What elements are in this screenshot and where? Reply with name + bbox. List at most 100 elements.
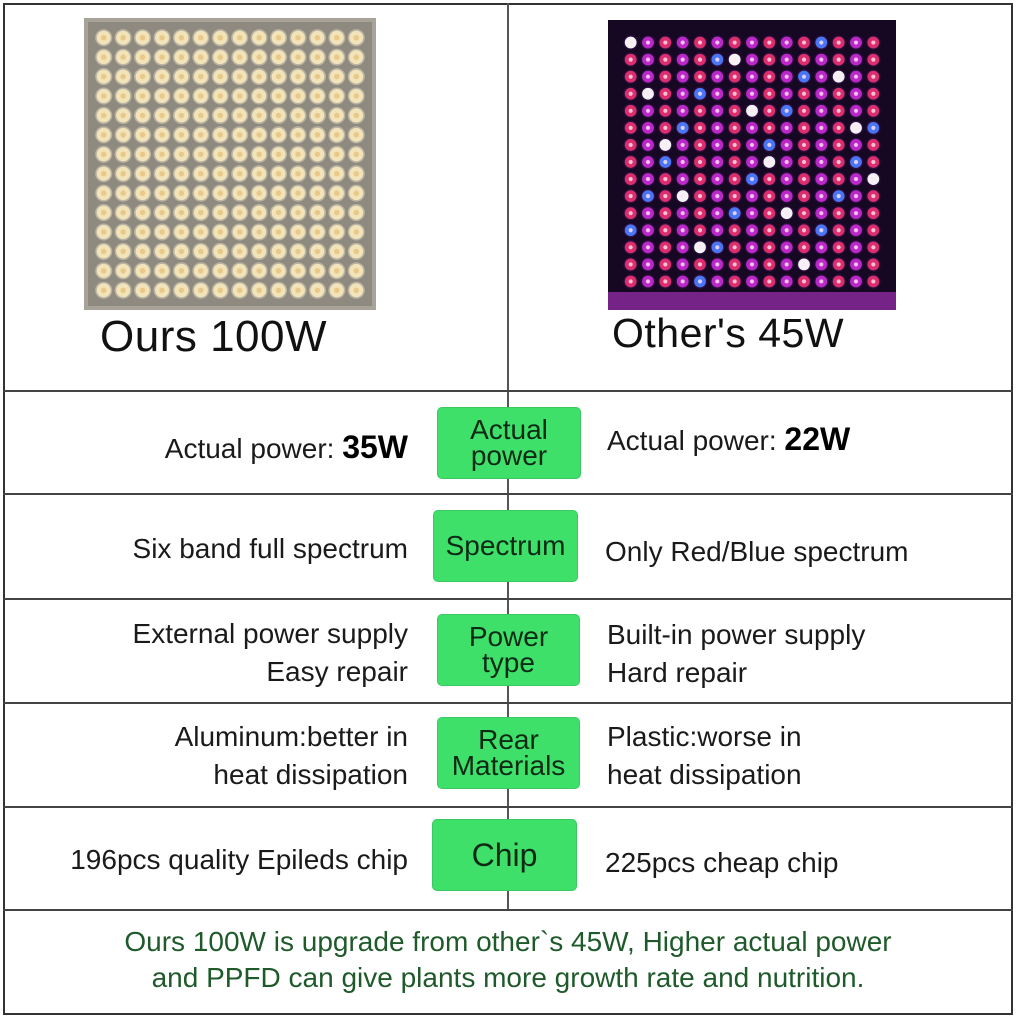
led-chip (308, 48, 326, 66)
led-chip (640, 86, 656, 102)
led-chip (692, 120, 708, 136)
other-caption: Other's 45W (612, 310, 845, 356)
led-chip (289, 262, 307, 280)
led-chip (779, 274, 794, 289)
led-chip (727, 103, 742, 119)
led-chip (328, 184, 346, 202)
led-chip (866, 52, 881, 67)
led-chip (95, 223, 113, 241)
led-chip (675, 86, 690, 102)
led-chip (172, 48, 190, 66)
led-chip (762, 86, 777, 102)
led-chip (727, 240, 742, 255)
led-chip (831, 222, 846, 238)
led-chip (640, 222, 656, 238)
led-chip (744, 171, 760, 187)
led-chip (308, 242, 326, 260)
led-chip (211, 48, 229, 66)
led-chip (211, 223, 229, 241)
other-power-value: 22W (784, 421, 851, 457)
footer-line2: and PPFD can give plants more growth rat… (151, 962, 865, 993)
led-chip (675, 188, 690, 204)
led-chip (153, 165, 171, 183)
led-chip (289, 145, 307, 163)
led-chip (831, 274, 846, 289)
led-chip (710, 154, 725, 170)
other-led-panel-image (608, 20, 896, 310)
led-chip (831, 154, 846, 170)
led-chip (796, 222, 812, 238)
led-chip (289, 242, 307, 260)
led-chip (675, 154, 690, 170)
led-chip (347, 29, 365, 47)
led-chip (779, 222, 794, 238)
led-chip (270, 48, 288, 66)
other-rear-line2: heat dissipation (607, 759, 802, 790)
led-chip (796, 171, 812, 187)
ours-led-grid (95, 29, 365, 299)
panel-glow (608, 292, 896, 310)
led-chip (848, 86, 864, 102)
led-chip (153, 184, 171, 202)
led-chip (231, 145, 249, 163)
led-chip (675, 205, 690, 221)
led-chip (134, 281, 152, 299)
led-chip (848, 171, 864, 187)
led-chip (211, 204, 229, 222)
led-chip (347, 165, 365, 183)
badge-line: Rear (478, 724, 539, 755)
ours-rear-line2: heat dissipation (213, 759, 408, 790)
other-power-type-line1: Built-in power supply (607, 619, 866, 650)
led-chip (308, 262, 326, 280)
led-chip (114, 68, 132, 86)
led-chip (134, 106, 152, 124)
led-chip (623, 171, 638, 187)
led-chip (744, 188, 760, 204)
led-chip (710, 222, 725, 238)
led-chip (779, 205, 794, 221)
led-chip (270, 204, 288, 222)
led-chip (831, 188, 846, 204)
led-chip (727, 274, 742, 289)
led-chip (796, 205, 812, 221)
led-chip (289, 204, 307, 222)
led-chip (796, 120, 812, 136)
led-chip (134, 242, 152, 260)
led-chip (347, 68, 365, 86)
led-chip (640, 188, 656, 204)
led-chip (762, 52, 777, 67)
led-chip (675, 274, 690, 289)
led-chip (744, 69, 760, 84)
led-chip (172, 165, 190, 183)
led-chip (114, 184, 132, 202)
led-chip (231, 242, 249, 260)
badge-power-type: Power type (438, 615, 579, 685)
led-chip (848, 120, 864, 136)
badge-line: Spectrum (445, 530, 566, 561)
led-chip (866, 240, 881, 255)
led-chip (762, 137, 777, 153)
led-chip (211, 184, 229, 202)
led-chip (95, 68, 113, 86)
led-chip (866, 35, 881, 50)
led-chip (270, 126, 288, 144)
led-chip (153, 242, 171, 260)
led-chip (658, 188, 673, 204)
led-chip (640, 137, 656, 153)
led-chip (848, 52, 864, 67)
badge-line: Chip (471, 837, 538, 873)
led-chip (95, 145, 113, 163)
led-chip (172, 204, 190, 222)
led-chip (328, 126, 346, 144)
led-chip (848, 69, 864, 84)
led-chip (328, 223, 346, 241)
led-chip (848, 35, 864, 50)
led-chip (848, 205, 864, 221)
led-chip (134, 165, 152, 183)
badge-chip: Chip (433, 820, 576, 890)
led-chip (289, 165, 307, 183)
ours-chip: 196pcs quality Epileds chip (70, 844, 408, 875)
led-chip (710, 240, 725, 255)
led-chip (796, 137, 812, 153)
led-chip (192, 204, 210, 222)
